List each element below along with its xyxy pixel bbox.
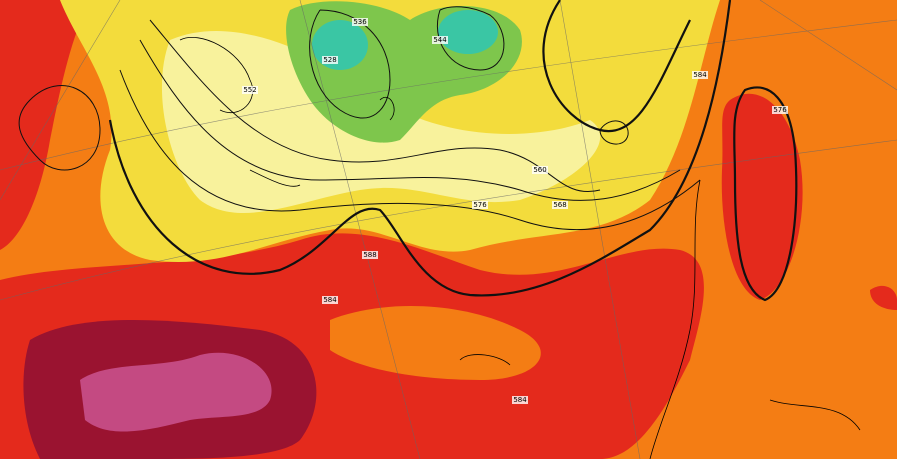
warm-area [870,285,897,310]
contour-bold [733,86,798,302]
contour-label: 560 [533,166,546,174]
contour-label: 544 [433,36,447,44]
contour [436,6,505,71]
contour-label: 588 [363,251,376,259]
label-background [772,106,788,114]
very-hot-area [80,352,272,432]
contour-label: 576 [773,106,787,114]
cold-core [438,10,498,54]
contour-label: 552 [243,86,256,94]
contour-label: 584 [513,396,527,404]
label-background [362,251,378,259]
cold-core [312,20,368,70]
cooler-patch [330,306,541,380]
contour-label: 576 [473,201,487,209]
label-background [692,71,708,79]
contour-label: 584 [323,296,337,304]
label-background [322,296,338,304]
contour [309,9,391,119]
contour-label: 536 [353,18,367,26]
label-background [472,201,488,209]
label-background [432,36,448,44]
label-background [512,396,528,404]
label-background [532,166,548,174]
contour [139,39,681,201]
coastline [179,37,861,460]
label-background [322,56,338,64]
label-background [352,18,368,26]
label-background [242,86,258,94]
contour [18,85,101,171]
contour [119,69,701,231]
label-background [552,201,568,209]
warm-area [721,93,803,300]
contour-label: 528 [323,56,336,64]
contour-label: 584 [693,71,707,79]
contour-bold [108,0,732,297]
contour [599,120,629,145]
contour-label: 568 [553,201,566,209]
